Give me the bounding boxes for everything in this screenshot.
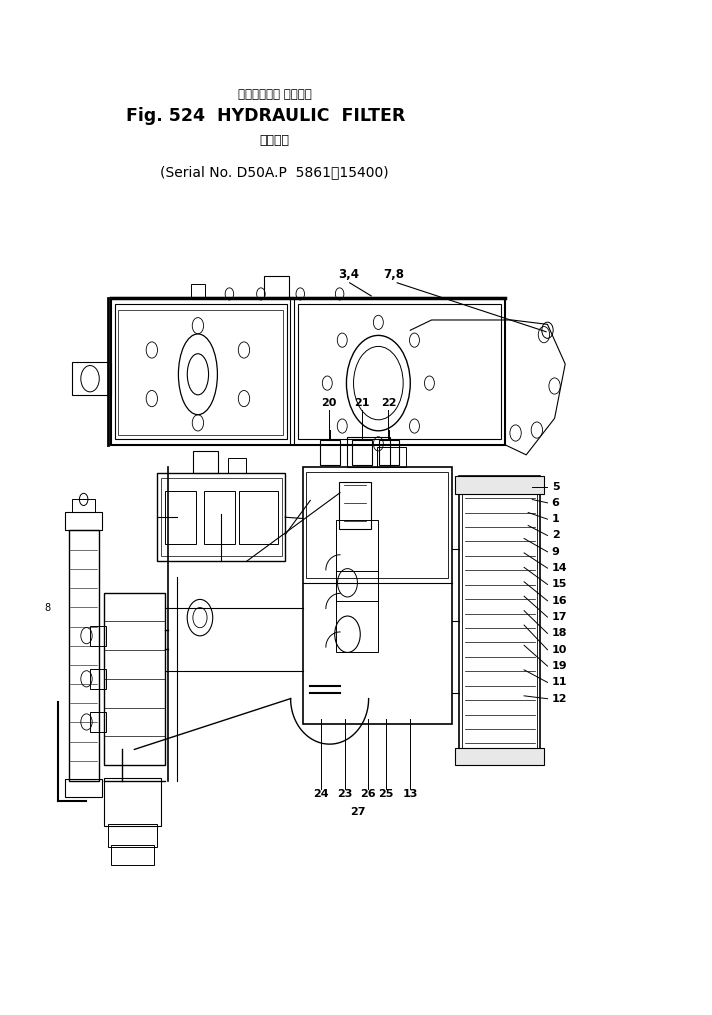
Bar [161, 478, 281, 556]
Bar [111, 298, 505, 445]
Text: 9: 9 [552, 547, 560, 557]
Text: 11: 11 [552, 677, 567, 687]
Bar [320, 439, 340, 465]
Bar [303, 467, 451, 725]
Text: 22: 22 [381, 398, 396, 408]
Bar [118, 311, 283, 434]
Bar [352, 439, 372, 465]
Bar [335, 520, 378, 601]
Bar [157, 473, 285, 561]
Text: 13: 13 [402, 789, 418, 799]
Bar [377, 447, 406, 467]
Bar [191, 284, 205, 298]
Text: ハイドロック フイルタ: ハイドロック フイルタ [238, 87, 311, 100]
Bar [90, 669, 105, 689]
Bar [462, 481, 537, 760]
Bar [264, 276, 289, 298]
Text: 26: 26 [360, 789, 376, 799]
Bar [69, 530, 98, 781]
Text: (Serial No. D50A.P  5861～15400): (Serial No. D50A.P 5861～15400) [160, 165, 389, 180]
Bar [66, 512, 102, 530]
Bar [347, 436, 390, 467]
Text: 15: 15 [552, 580, 567, 590]
Text: 18: 18 [552, 628, 567, 638]
Bar [455, 748, 544, 765]
Text: 10: 10 [552, 645, 567, 655]
Bar [335, 571, 378, 653]
Text: 2: 2 [552, 531, 560, 541]
Text: 12: 12 [552, 693, 567, 703]
Bar [90, 712, 105, 732]
Text: Fig. 524  HYDRAULIC  FILTER: Fig. 524 HYDRAULIC FILTER [125, 107, 405, 125]
Text: 20: 20 [321, 398, 337, 408]
Bar [298, 304, 501, 438]
Text: 7,8: 7,8 [383, 268, 404, 281]
Text: 21: 21 [354, 398, 370, 408]
Bar [379, 439, 399, 465]
Text: 14: 14 [552, 563, 567, 573]
Bar [66, 779, 102, 797]
Text: 24: 24 [313, 789, 328, 799]
Text: 適用号機: 適用号機 [259, 134, 290, 147]
Bar [239, 491, 278, 544]
Text: 19: 19 [552, 661, 567, 671]
Bar [108, 824, 157, 847]
Bar [164, 491, 197, 544]
Text: 1: 1 [552, 515, 560, 524]
Bar [90, 625, 105, 646]
Text: 17: 17 [552, 612, 567, 622]
Bar [115, 304, 287, 438]
Text: 23: 23 [337, 789, 352, 799]
Text: 5: 5 [552, 481, 560, 491]
Bar [104, 593, 164, 765]
Bar [306, 472, 448, 578]
Bar [111, 844, 154, 865]
Text: 3,4: 3,4 [338, 268, 360, 281]
Bar [229, 458, 246, 473]
Text: 25: 25 [379, 789, 394, 799]
Bar [455, 476, 544, 493]
Text: 27: 27 [350, 807, 366, 817]
Text: 16: 16 [552, 596, 567, 606]
Bar [459, 476, 540, 765]
Bar [193, 451, 218, 473]
Text: 8: 8 [44, 603, 51, 613]
Text: 6: 6 [552, 497, 560, 508]
Bar [73, 499, 95, 512]
Bar [73, 362, 111, 395]
Bar [204, 491, 236, 544]
Bar [104, 777, 161, 826]
Bar [340, 482, 370, 529]
